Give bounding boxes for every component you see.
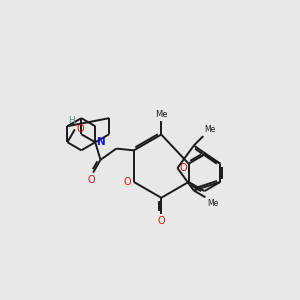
- Text: Me: Me: [204, 125, 215, 134]
- Text: N: N: [97, 137, 106, 147]
- Text: O: O: [158, 216, 165, 226]
- Text: O: O: [88, 175, 95, 185]
- Text: Me: Me: [207, 199, 218, 208]
- Text: O: O: [180, 163, 187, 173]
- Text: O: O: [123, 177, 131, 187]
- Text: H: H: [68, 116, 75, 125]
- Text: Me: Me: [155, 110, 167, 119]
- Text: O: O: [77, 124, 85, 134]
